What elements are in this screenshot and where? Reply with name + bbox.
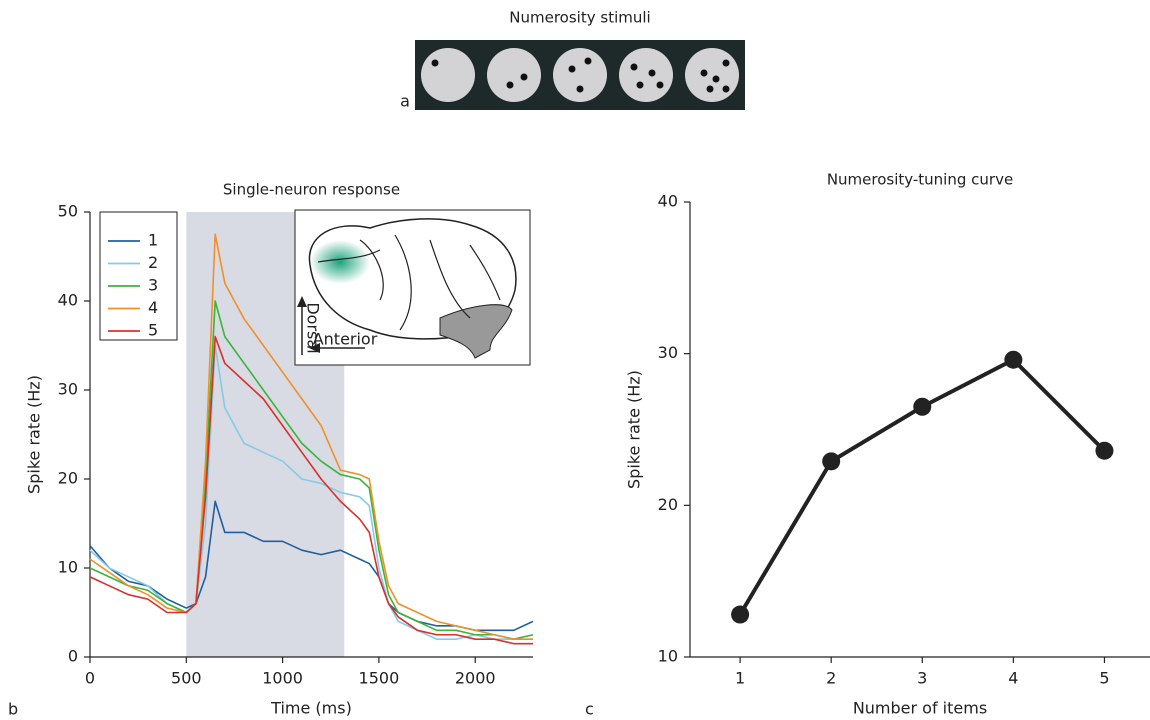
stimulus-dot <box>636 81 644 89</box>
x-tick-label: 1 <box>735 669 745 688</box>
stimuli-title: Numerosity stimuli <box>509 9 650 27</box>
x-axis-label: Time (ms) <box>270 699 352 718</box>
y-tick-label: 20 <box>58 469 78 488</box>
stimulus-dot <box>431 59 439 67</box>
legend-label: 3 <box>148 276 158 295</box>
stimulus-dot <box>712 75 720 83</box>
y-tick-label: 0 <box>68 647 78 666</box>
sulci <box>317 234 501 331</box>
x-tick-label: 5 <box>1099 669 1109 688</box>
y-axis-label: Spike rate (Hz) <box>625 370 644 489</box>
x-tick-label: 0 <box>85 669 95 688</box>
y-tick-label: 40 <box>658 192 678 211</box>
x-tick-label: 2 <box>826 669 836 688</box>
x-tick-label: 2000 <box>455 669 496 688</box>
y-tick-label: 40 <box>58 291 78 310</box>
panel-label: c <box>585 700 594 719</box>
data-point <box>1095 441 1114 460</box>
stimulus-dot <box>630 63 638 71</box>
stimulus-disc <box>421 48 475 102</box>
stimulus-dot <box>576 85 584 93</box>
panel-label: b <box>8 700 18 719</box>
legend-label: 4 <box>148 298 158 317</box>
panel-label: a <box>400 92 410 111</box>
y-tick-label: 10 <box>658 647 678 666</box>
stimuli-discs <box>421 48 739 102</box>
data-point <box>822 452 841 471</box>
data-line <box>89 233 533 640</box>
stimulus-disc <box>619 48 673 102</box>
x-tick-label: 4 <box>1008 669 1018 688</box>
chart-title: Numerosity-tuning curve <box>827 171 1013 189</box>
y-tick-label: 20 <box>658 495 678 514</box>
arrow-head <box>297 296 307 307</box>
legend-label: 2 <box>148 253 158 272</box>
chart-title: Single-neuron response <box>223 181 400 199</box>
stimulus-dot <box>584 57 592 65</box>
y-axis-label: Spike rate (Hz) <box>25 375 44 494</box>
stimulus-dot <box>656 81 664 89</box>
stimulus-dot <box>700 69 708 77</box>
data-line <box>89 300 534 640</box>
legend-label: 1 <box>148 231 158 250</box>
legend-label: 5 <box>148 321 158 340</box>
data-point <box>731 605 750 624</box>
stimulus-disc <box>553 48 607 102</box>
legend <box>99 211 178 341</box>
brain-inset: Dorsal Anterior <box>294 209 531 366</box>
data-line <box>89 500 534 632</box>
stimulus-dot <box>706 85 714 93</box>
x-axis-label: Number of items <box>853 699 987 718</box>
data-line <box>89 335 533 645</box>
stimulus-dot <box>722 85 730 93</box>
stimulus-disc <box>487 48 541 102</box>
recording-site <box>310 240 370 284</box>
stimulus-dot <box>722 59 730 67</box>
stimulus-dot <box>520 73 528 81</box>
stimulus-dot <box>568 65 576 73</box>
cerebellum <box>439 304 513 359</box>
arrow-head <box>309 343 320 353</box>
x-tick-label: 3 <box>917 669 927 688</box>
y-tick-label: 50 <box>58 202 78 221</box>
x-tick-label: 1500 <box>359 669 400 688</box>
chart: Single-neuron response Time (ms) Spike rat… <box>25 181 534 718</box>
stimulus-dot <box>506 81 514 89</box>
stimulus-dot <box>648 69 656 77</box>
x-tick-label: 500 <box>171 669 202 688</box>
inset-label: Anterior <box>313 330 378 349</box>
y-tick-label: 30 <box>658 343 678 362</box>
data-point <box>913 397 932 416</box>
y-tick-label: 10 <box>58 558 78 577</box>
inset-label: Dorsal <box>304 302 323 353</box>
data-point <box>1004 350 1023 369</box>
chart: Numerosity-tuning curve Number of items Sp… <box>625 171 1150 718</box>
y-tick-label: 30 <box>58 380 78 399</box>
stimulus-disc <box>685 48 739 102</box>
x-tick-label: 1000 <box>262 669 303 688</box>
